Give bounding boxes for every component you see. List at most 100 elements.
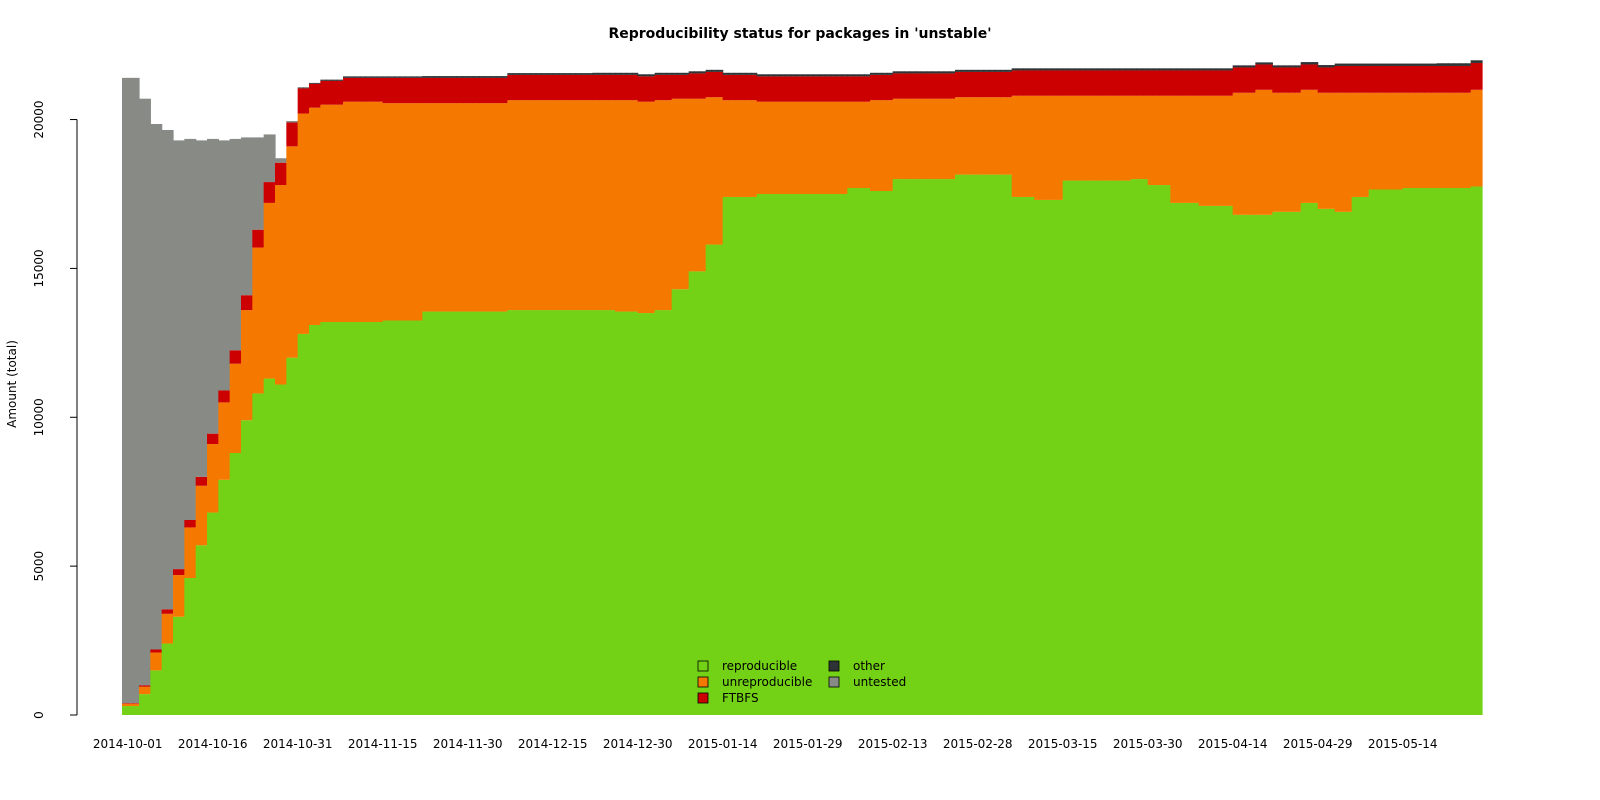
bar-segment-ftbfs <box>218 390 225 403</box>
bar-segment-reproducible <box>785 193 792 716</box>
bar-segment-reproducible <box>133 706 140 715</box>
bar-segment-untested <box>246 137 253 296</box>
bar-segment-reproducible <box>371 322 378 715</box>
bar-segment-unreproducible <box>1193 95 1200 203</box>
bar-segment-ftbfs <box>456 77 463 104</box>
bar-segment-other <box>1300 62 1307 65</box>
bar-segment-reproducible <box>416 320 423 715</box>
bar-segment-ftbfs <box>762 76 769 102</box>
bar-segment-ftbfs <box>955 71 962 98</box>
bar-segment-reproducible <box>1306 202 1313 715</box>
bar-segment-reproducible <box>904 179 911 716</box>
bar-segment-ftbfs <box>399 77 406 104</box>
bar-segment-ftbfs <box>428 77 435 104</box>
bar-segment-reproducible <box>1408 188 1415 715</box>
bar-segment-unreproducible <box>1232 92 1239 215</box>
bar-segment-reproducible <box>768 193 775 716</box>
bar-segment-unreproducible <box>836 101 843 194</box>
bar-segment-unreproducible <box>467 103 474 312</box>
bar-segment-reproducible <box>490 311 497 715</box>
bar-segment-ftbfs <box>926 73 933 99</box>
bar-segment-unreproducible <box>218 402 225 480</box>
bar-segment-unreproducible <box>1380 92 1387 190</box>
bar-segment-reproducible <box>649 313 656 715</box>
bar-segment-reproducible <box>269 378 276 715</box>
bar-segment-ftbfs <box>1470 62 1477 90</box>
bar-segment-reproducible <box>1255 214 1262 715</box>
bar-segment-ftbfs <box>994 71 1001 98</box>
bar-segment-ftbfs <box>904 73 911 99</box>
bar-segment-unreproducible <box>626 100 633 312</box>
bar-segment-reproducible <box>331 322 338 715</box>
bar-segment-reproducible <box>190 578 197 715</box>
bar-segment-reproducible <box>428 311 435 715</box>
legend-label-reproducible: reproducible <box>722 659 797 673</box>
bar-segment-reproducible <box>1159 185 1166 716</box>
bar-segment-ftbfs <box>1295 67 1302 93</box>
bar-segment-other <box>1142 68 1149 71</box>
bar-segment-ftbfs <box>1102 70 1109 96</box>
bar-segment-other <box>1368 63 1375 66</box>
bar-segment-reproducible <box>1300 202 1307 715</box>
bar-segment-reproducible <box>122 706 129 715</box>
bar-segment-other <box>1051 68 1058 71</box>
bar-segment-unreproducible <box>309 107 316 325</box>
bar-segment-reproducible <box>790 193 797 716</box>
bar-segment-unreproducible <box>1300 89 1307 203</box>
bar-segment-unreproducible <box>1006 97 1013 175</box>
bar-segment-ftbfs <box>649 76 656 102</box>
stacked-bars <box>122 60 1483 716</box>
bar-segment-unreproducible <box>388 103 395 321</box>
bar-segment-untested <box>133 77 140 704</box>
bar-segment-other <box>592 72 599 75</box>
bar-segment-other <box>626 72 633 75</box>
bar-segment-unreproducible <box>705 97 712 245</box>
bar-segment-other <box>717 69 724 72</box>
y-tick-label: 20000 <box>32 100 46 138</box>
bar-segment-ftbfs <box>1068 70 1075 96</box>
bar-segment-other <box>620 72 627 75</box>
bar-segment-other <box>632 72 639 75</box>
bar-segment-other <box>768 74 775 77</box>
bar-segment-other <box>1119 68 1126 71</box>
bar-segment-ftbfs <box>518 74 525 101</box>
bar-segment-ftbfs <box>1436 65 1443 93</box>
bar-segment-unreproducible <box>841 101 848 194</box>
bar-segment-ftbfs <box>343 77 350 102</box>
bar-segment-reproducible <box>1130 179 1137 716</box>
legend-label-ftbfs: FTBFS <box>722 691 759 705</box>
legend: reproducible unreproducible FTBFS other unte… <box>697 659 906 705</box>
bar-segment-untested <box>178 140 185 570</box>
bar-segment-unreproducible <box>977 97 984 175</box>
bar-segment-reproducible <box>1459 188 1466 715</box>
bar-segment-ftbfs <box>734 74 741 101</box>
x-tick-label: 2014-12-15 <box>518 737 588 751</box>
bar-segment-other <box>1431 63 1438 66</box>
bar-segment-unreproducible <box>1419 92 1426 189</box>
bar-segment-reproducible <box>1425 188 1432 715</box>
bar-segment-unreproducible <box>258 247 265 394</box>
bar-segment-unreproducible <box>813 101 820 194</box>
bar-segment-reproducible <box>1074 180 1081 715</box>
bar-segment-reproducible <box>932 179 939 716</box>
bar-segment-ftbfs <box>847 76 854 102</box>
bar-segment-unreproducible <box>439 103 446 312</box>
bar-segment-ftbfs <box>1425 65 1432 93</box>
bar-segment-reproducible <box>388 320 395 715</box>
bar-segment-other <box>473 76 480 78</box>
bar-segment-other <box>671 72 678 75</box>
bar-segment-reproducible <box>150 670 157 715</box>
bar-segment-other <box>807 74 814 77</box>
bar-segment-reproducible <box>1385 189 1392 715</box>
bar-segment-ftbfs <box>1142 70 1149 96</box>
bar-segment-reproducible <box>286 357 293 715</box>
bar-segment-unreproducible <box>1227 95 1234 206</box>
bar-segment-other <box>654 72 661 75</box>
bar-segment-ftbfs <box>535 74 542 101</box>
bar-segment-other <box>513 73 520 75</box>
bar-segment-other <box>1295 65 1302 68</box>
bar-segment-unreproducible <box>870 100 877 191</box>
bar-segment-unreproducible <box>1040 95 1047 200</box>
bar-segment-ftbfs <box>603 74 610 101</box>
